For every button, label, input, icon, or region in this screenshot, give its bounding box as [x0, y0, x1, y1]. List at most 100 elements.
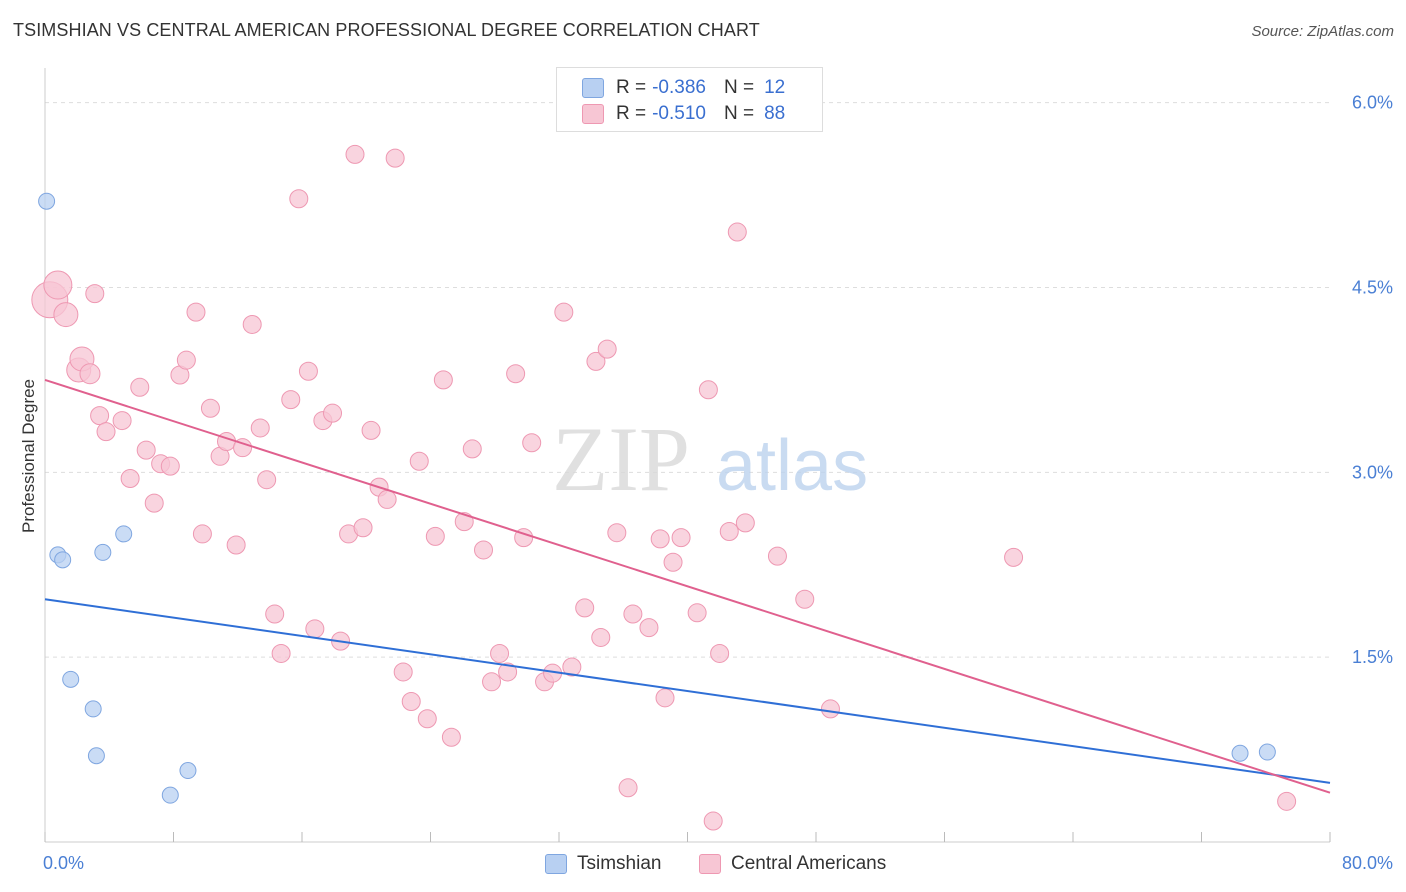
- central-american-point: [795, 589, 815, 609]
- series-label-tsimshian: Tsimshian: [577, 853, 662, 874]
- watermark-zip: ZIP: [552, 408, 690, 510]
- y-tick-label: 6.0%: [1352, 93, 1393, 113]
- tsimshian-point: [161, 786, 179, 804]
- x-tick-label: 0.0%: [43, 853, 84, 873]
- central-american-point: [597, 339, 617, 359]
- central-american-point: [242, 314, 262, 334]
- tick-labels: 1.5% 3.0% 4.5% 6.0% 0.0% 80.0%: [43, 93, 1393, 873]
- central-american-point: [226, 535, 246, 555]
- central-american-point: [639, 618, 659, 638]
- central-american-point: [79, 363, 101, 385]
- central-american-point: [498, 662, 518, 682]
- central-american-point: [265, 604, 285, 624]
- watermark: ZIP atlas: [552, 408, 868, 510]
- central-american-point: [820, 699, 840, 719]
- legend-r-value: -0.386: [652, 77, 706, 98]
- tsimshian-point: [62, 670, 80, 688]
- central-american-point: [233, 438, 253, 458]
- legend-n-label: N =: [723, 103, 755, 124]
- central-american-trend-line: [44, 378, 1331, 794]
- central-american-point: [687, 603, 707, 623]
- series-swatch-blue: [545, 854, 567, 874]
- central-american-point: [462, 439, 482, 459]
- central-american-point: [305, 619, 325, 639]
- central-american-point: [345, 144, 365, 164]
- series-legend-central-americans: Central Americans: [699, 851, 886, 877]
- grid-lines: [45, 102, 1330, 658]
- trend-lines: [44, 378, 1331, 794]
- central-american-point: [112, 411, 132, 431]
- central-american-point: [650, 529, 670, 549]
- central-american-point: [85, 284, 105, 304]
- legend-r-value: -0.510: [652, 103, 706, 124]
- legend-n-value: 12: [764, 77, 786, 98]
- central-american-point: [703, 811, 723, 831]
- correlation-legend: R = -0.386 N = 12 R = -0.510 N = 88: [556, 67, 823, 132]
- central-american-point: [90, 406, 110, 426]
- central-american-point: [655, 688, 675, 708]
- central-american-point: [136, 440, 156, 460]
- tsimshian-point: [84, 700, 102, 718]
- central-american-point: [618, 778, 638, 798]
- central-american-point: [719, 521, 739, 541]
- legend-r-label: R =: [616, 103, 647, 124]
- central-american-point: [1277, 791, 1297, 811]
- central-american-point: [474, 540, 494, 560]
- central-american-point: [377, 489, 397, 509]
- central-american-point: [144, 493, 164, 513]
- central-american-point: [160, 456, 180, 476]
- central-american-point: [323, 403, 343, 423]
- tsimshian-point: [54, 551, 72, 569]
- central-american-point: [562, 657, 582, 677]
- central-american-point: [96, 422, 116, 442]
- central-american-point: [767, 546, 787, 566]
- central-american-point: [727, 222, 747, 242]
- series-swatch-pink: [699, 854, 721, 874]
- central-american-point: [575, 598, 595, 618]
- central-american-point: [53, 302, 79, 328]
- central-american-point: [506, 364, 526, 384]
- legend-n-value: 88: [764, 103, 786, 124]
- series-label-central-americans: Central Americans: [731, 853, 887, 874]
- central-american-point: [698, 380, 718, 400]
- central-american-point: [353, 518, 373, 538]
- legend-r-label: R =: [616, 77, 647, 98]
- central-american-point: [522, 433, 542, 453]
- tsimshian-trend-line: [44, 598, 1331, 784]
- tsimshian-point: [1231, 744, 1249, 762]
- central-american-point: [441, 727, 461, 747]
- central-american-point: [425, 526, 445, 546]
- central-american-point: [663, 552, 683, 572]
- legend-row-tsimshian: R = -0.386 N = 12: [582, 76, 785, 100]
- central-american-point: [289, 189, 309, 209]
- central-american-point: [250, 418, 270, 438]
- central-american-point: [281, 390, 301, 410]
- central-american-point: [710, 643, 730, 663]
- tsimshian-point: [179, 762, 197, 780]
- tsimshian-point: [115, 525, 133, 543]
- central-american-point: [120, 468, 140, 488]
- central-american-point: [192, 524, 212, 544]
- central-american-point: [591, 627, 611, 647]
- watermark-atlas: atlas: [716, 426, 868, 506]
- tsimshian-point: [87, 747, 105, 765]
- central-american-point: [401, 692, 421, 712]
- central-american-point: [176, 350, 196, 370]
- y-tick-label: 1.5%: [1352, 647, 1393, 667]
- central-american-point: [298, 361, 318, 381]
- central-american-point: [554, 302, 574, 322]
- y-tick-label: 3.0%: [1352, 462, 1393, 482]
- legend-row-central-americans: R = -0.510 N = 88: [582, 102, 785, 126]
- central-american-point: [271, 643, 291, 663]
- legend-swatch-blue: [582, 78, 604, 98]
- x-tick-label: 80.0%: [1342, 853, 1393, 873]
- tsimshian-point: [1258, 743, 1276, 761]
- central-american-point: [409, 451, 429, 471]
- tsimshian-point: [38, 192, 56, 210]
- chart-title: TSIMSHIAN VS CENTRAL AMERICAN PROFESSION…: [13, 20, 760, 40]
- y-axis-label: Professional Degree: [19, 379, 38, 533]
- legend-swatch-pink: [582, 104, 604, 124]
- central-american-point: [607, 523, 627, 543]
- central-american-point: [490, 643, 510, 663]
